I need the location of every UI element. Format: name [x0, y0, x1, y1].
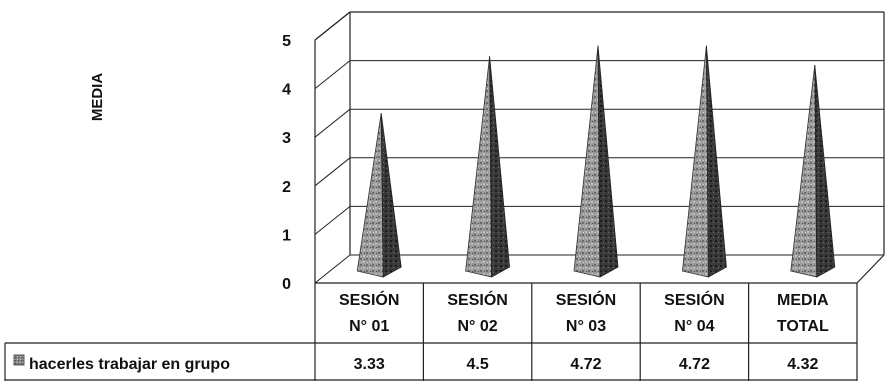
pyramid-bar: [465, 56, 511, 278]
data-table: hacerles trabajar en grupo SESIÓN N° 01 3.…: [4, 283, 858, 381]
pyramid-face-front: [465, 56, 493, 278]
y-tick-label: 1: [282, 227, 291, 244]
y-axis-ticks: 0 1 2 3 4 5: [282, 33, 291, 293]
data-value-label: 3.33: [354, 356, 385, 373]
category-label: N° 04: [674, 318, 714, 335]
gridline-side: [314, 254, 351, 284]
pyramid-face-front: [573, 45, 601, 278]
y-tick-label: 4: [282, 82, 291, 99]
y-tick-label: 5: [282, 33, 291, 50]
gridline-side: [314, 60, 351, 89]
legend-series-name: hacerles trabajar en grupo: [29, 356, 230, 373]
gridline-side: [314, 11, 351, 41]
pyramid-face-side: [814, 65, 836, 278]
category-label: SESIÓN: [556, 290, 616, 309]
data-value-label: 4.32: [787, 356, 818, 373]
y-tick-label: 2: [282, 179, 291, 196]
pyramid-bar: [681, 45, 727, 278]
category-label: SESIÓN: [339, 290, 399, 309]
y-tick-label: 0: [282, 276, 291, 293]
pyramid-face-front: [681, 45, 709, 278]
category-label: SESIÓN: [447, 290, 507, 309]
legend-swatch: [13, 354, 25, 366]
pyramid-face-side: [597, 45, 619, 278]
floor-right-edge: [856, 254, 885, 284]
data-value-label: 4.5: [466, 356, 488, 373]
category-label: N° 01: [349, 318, 389, 335]
gridlines: [314, 11, 884, 284]
pyramid-face-side: [489, 56, 511, 278]
gridline-side: [314, 157, 351, 187]
pyramid-face-front: [790, 65, 818, 278]
category-label: N° 03: [566, 318, 606, 335]
pyramid-face-side: [380, 113, 402, 278]
category-label: N° 02: [457, 318, 497, 335]
y-tick-label: 3: [282, 130, 291, 147]
gridline-side: [314, 108, 351, 138]
category-label: TOTAL: [777, 318, 829, 335]
pyramid-face-front: [356, 113, 384, 278]
y-axis-label: MEDIA: [89, 73, 106, 122]
pyramid-face-side: [706, 45, 727, 278]
data-value-label: 4.72: [570, 356, 601, 373]
pyramid-bar: [356, 113, 402, 278]
data-value-label: 4.72: [679, 356, 710, 373]
category-label: MEDIA: [777, 292, 829, 309]
pyramid-bar: [790, 65, 836, 278]
category-label: SESIÓN: [664, 290, 724, 309]
bars: [356, 45, 836, 278]
gridline-side: [314, 206, 351, 235]
pyramid-bar: [573, 45, 619, 278]
